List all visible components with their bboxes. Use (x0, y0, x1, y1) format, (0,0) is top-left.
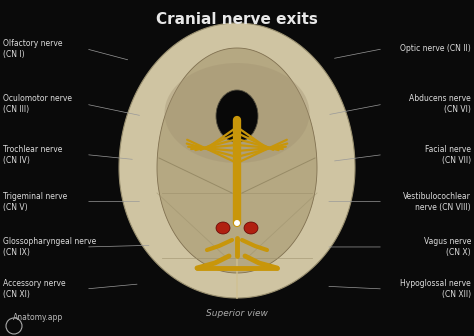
Text: Trigeminal nerve
(CN V): Trigeminal nerve (CN V) (3, 192, 67, 212)
Text: Vestibulocochlear
nerve (CN VIII): Vestibulocochlear nerve (CN VIII) (403, 192, 471, 212)
Text: Hypoglossal nerve
(CN XII): Hypoglossal nerve (CN XII) (401, 279, 471, 299)
Text: Trochlear nerve
(CN IV): Trochlear nerve (CN IV) (3, 144, 62, 165)
Polygon shape (157, 48, 317, 273)
Ellipse shape (244, 222, 258, 234)
Text: Optic nerve (CN II): Optic nerve (CN II) (401, 44, 471, 53)
Circle shape (234, 220, 240, 226)
Ellipse shape (164, 63, 310, 163)
Text: Olfactory nerve
(CN I): Olfactory nerve (CN I) (3, 39, 63, 59)
Text: Vagus nerve
(CN X): Vagus nerve (CN X) (424, 237, 471, 257)
Ellipse shape (216, 90, 258, 142)
Text: Oculomotor nerve
(CN III): Oculomotor nerve (CN III) (3, 94, 72, 114)
Text: Accessory nerve
(CN XI): Accessory nerve (CN XI) (3, 279, 65, 299)
Text: Superior view: Superior view (206, 309, 268, 318)
Text: Facial nerve
(CN VII): Facial nerve (CN VII) (425, 144, 471, 165)
Text: Abducens nerve
(CN VI): Abducens nerve (CN VI) (410, 94, 471, 114)
Text: Glossopharyngeal nerve
(CN IX): Glossopharyngeal nerve (CN IX) (3, 237, 96, 257)
Ellipse shape (216, 222, 230, 234)
Polygon shape (119, 23, 355, 298)
Text: Cranial nerve exits: Cranial nerve exits (156, 12, 318, 27)
Text: Anatomy.app: Anatomy.app (13, 313, 63, 322)
